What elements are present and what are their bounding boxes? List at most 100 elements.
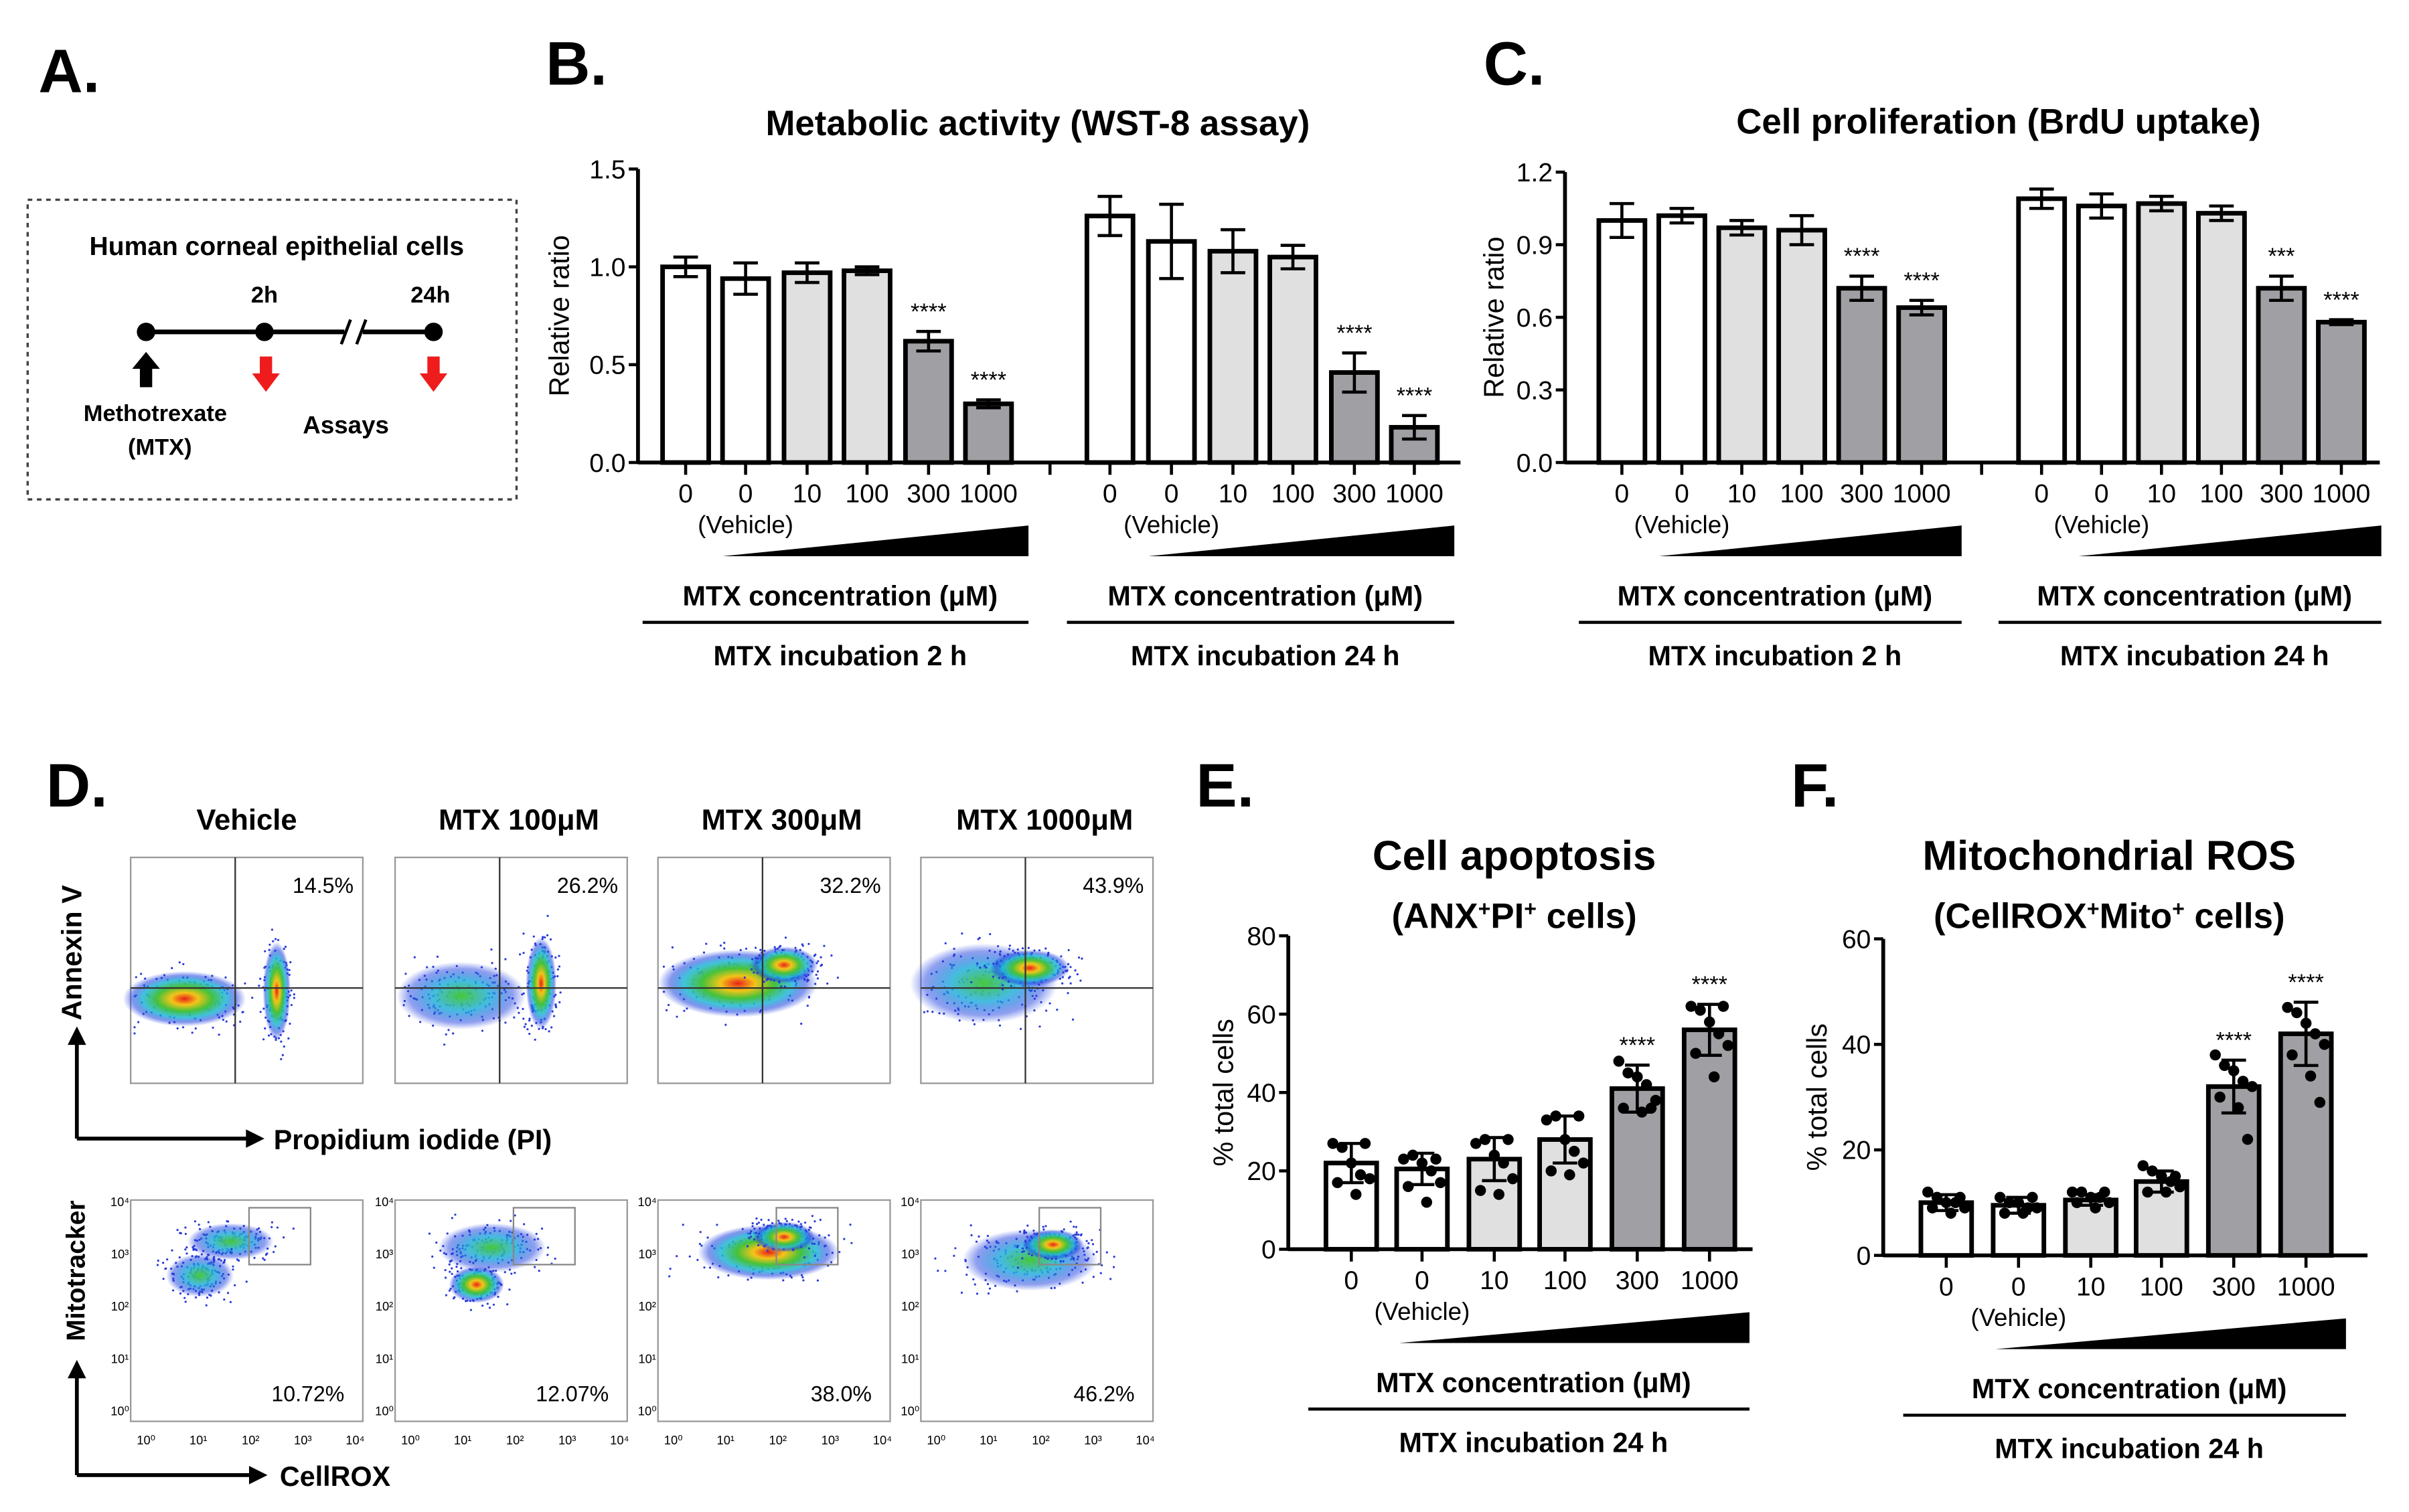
y-tick-label: 0.9 [1517,231,1553,260]
event-dot [166,1258,169,1261]
event-dot [1073,1226,1075,1228]
event-dot [451,1267,453,1270]
event-dot [1021,1250,1024,1253]
event-dot [289,1022,291,1025]
significance-stars: **** [2216,1028,2252,1054]
bar [1084,214,1136,465]
event-dot [135,976,137,979]
group-label: MTX incubation 24 h [2060,641,2329,671]
log-tick-label: 10⁴ [638,1195,657,1209]
event-dot [469,1260,471,1263]
event-dot [750,1230,753,1233]
x-tick-label: 0 [1415,1266,1429,1295]
event-dot [428,1232,431,1235]
event-dot [164,1268,167,1270]
log-tick-label: 10³ [111,1247,129,1261]
data-point [2237,1076,2249,1087]
bar [1656,213,1707,465]
event-dot [550,1026,553,1029]
event-dot [443,1043,446,1046]
chart-subtitle: (CellROX+Mito+ cells) [1934,897,2285,936]
event-dot [699,1231,702,1234]
data-point [1364,1173,1376,1185]
panel-letter: E. [1196,752,1254,820]
event-dot [668,1275,671,1278]
event-dot [518,1011,520,1014]
event-dot [184,1300,187,1303]
event-dot [234,1284,236,1286]
data-point [2209,1049,2221,1061]
event-dot [510,1220,512,1222]
event-dot [665,1009,668,1012]
event-dot [767,1219,770,1222]
event-dot [488,1307,491,1309]
event-dot [843,1238,846,1240]
event-dot [404,973,407,975]
data-point [2142,1186,2153,1198]
event-dot [274,1245,277,1248]
data-point [1359,1138,1371,1149]
event-dot [546,1246,550,1249]
time-label-2h: 2h [251,282,278,308]
event-dot [743,976,746,979]
event-dot [836,977,840,979]
event-dot [749,1236,753,1238]
condition-header: MTX 100μM [439,805,599,837]
gate-percent: 12.07% [536,1382,609,1406]
event-dot [504,1021,507,1024]
event-dot [953,1254,955,1257]
y-tick-label: 0 [1857,1242,1871,1270]
concentration-wedge-icon [722,525,1029,557]
event-dot [983,964,986,967]
event-dot [258,985,260,987]
x-tick-label: 0 [1344,1266,1358,1295]
event-dot [1045,1009,1048,1012]
x-tick-label: 10 [1480,1266,1508,1295]
event-dot [696,1258,699,1262]
log-tick-label: 10⁴ [345,1433,364,1447]
subtitle-part: Mito [2100,897,2172,936]
data-point [1498,1157,1509,1169]
event-dot [184,1248,187,1251]
x-tick-label: 10 [2076,1272,2105,1301]
event-dot [486,1303,489,1305]
data-point [1327,1138,1338,1149]
event-dot [1092,1276,1095,1278]
event-dot [819,1218,822,1222]
data-point [1622,1067,1634,1079]
density-cluster [750,946,818,984]
event-dot [759,948,762,951]
event-dot [1074,969,1077,972]
density-cluster [1022,1229,1084,1260]
event-dot [826,982,829,985]
y-tick-label: 40 [1842,1031,1871,1060]
event-dot [242,1011,244,1013]
subtitle-part: PI [1490,897,1524,936]
event-dot [1015,1238,1018,1240]
event-dot [445,1033,447,1036]
log-tick-label: 10¹ [638,1351,656,1365]
x-axis-label: MTX concentration (μM) [1107,581,1423,612]
timeline-break [339,319,352,345]
event-dot [780,985,783,988]
event-dot [290,989,293,992]
event-dot [508,1288,511,1291]
x-tick-label: 1000 [1893,480,1951,509]
bar [963,401,1014,465]
data-point [1568,1145,1580,1157]
log-tick-label: 10² [769,1433,787,1447]
event-dot [944,1270,947,1272]
subtitle-part: + [1478,897,1491,921]
bar [2316,319,2367,465]
gate-box [775,1207,839,1266]
data-point [2319,1039,2330,1050]
x-tick-label: 0 [2011,1272,2026,1301]
gate-box [1038,1207,1102,1266]
data-point [1685,1001,1697,1012]
event-dot [554,1257,556,1260]
event-dot [172,1289,175,1292]
x-tick-label: 300 [1616,1266,1659,1295]
bar [2016,196,2068,465]
event-dot [724,1023,727,1026]
density-cluster [187,1223,274,1260]
